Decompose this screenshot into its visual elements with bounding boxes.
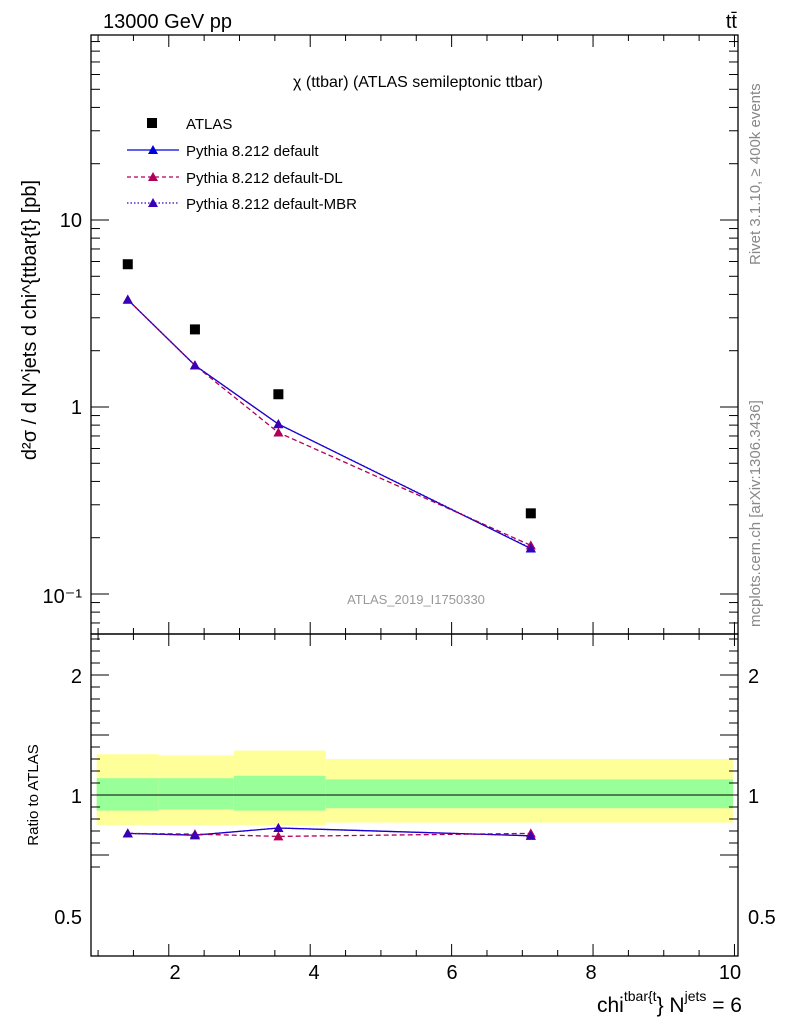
- legend-label-atlas: ATLAS: [186, 116, 232, 133]
- ratio-ytick-1-right: 1: [748, 786, 759, 808]
- xtick-label-6: 6: [446, 962, 457, 984]
- ratio-uncertainty-bands: [91, 750, 738, 825]
- mc-point-3: [273, 419, 284, 429]
- ratio-point-2: [189, 830, 200, 840]
- xtick-label-2: 2: [169, 962, 180, 984]
- atlas-data-point: [122, 259, 133, 270]
- legend-label-dl: Pythia 8.212 default-DL: [186, 170, 343, 187]
- ratio-point-2: [273, 823, 284, 832]
- atlas-data-point: [189, 324, 200, 335]
- ratio-band-green-1: [158, 778, 234, 810]
- ratio-ytick-2-left: 2: [71, 666, 82, 688]
- ytick-label-01: 10⁻¹: [43, 586, 83, 608]
- mc-point-3: [189, 360, 200, 370]
- xtick-label-4: 4: [308, 962, 319, 984]
- xtick-label-10: 10: [719, 962, 741, 984]
- ratio-ytick-1-left: 1: [71, 786, 82, 808]
- mc-line-3: [127, 299, 532, 549]
- x-axis-title: chitbar{t} Njets = 6: [597, 988, 742, 1017]
- mc-line-1: [127, 299, 532, 550]
- ratio-y-axis-title: Ratio to ATLAS: [25, 744, 42, 845]
- mc-line-2: [127, 299, 532, 546]
- chart-title: χ (ttbar) (ATLAS semileptonic ttbar): [293, 74, 543, 91]
- xtick-label-8: 8: [585, 962, 596, 984]
- ratio-point-1: [273, 831, 284, 841]
- legend-marker-mbr: [148, 198, 158, 207]
- ytick-label-1: 1: [71, 397, 82, 419]
- ytick-label-10: 10: [60, 210, 82, 232]
- y-axis-title: d²σ / d N^jets d chi^{ttbar{t} [pb]: [19, 180, 41, 460]
- atlas-data-point: [525, 508, 536, 519]
- ratio-point-2: [122, 828, 133, 838]
- legend-marker-atlas: [147, 118, 157, 128]
- ratio-line-2: [127, 827, 531, 837]
- ratio-band-green-3: [325, 779, 734, 809]
- ratio-point-2: [525, 830, 536, 840]
- ratio-ytick-05-left: 0.5: [54, 907, 82, 929]
- axis-ticks: [91, 35, 738, 956]
- legend-marker-dl: [148, 172, 158, 181]
- mc-point-2: [273, 427, 284, 437]
- mcplots-label: mcplots.cern.ch [arXiv:1306.3436]: [747, 400, 764, 627]
- atlas-data-point: [273, 389, 284, 400]
- energy-label: 13000 GeV pp: [103, 11, 232, 33]
- mc-point-3: [525, 543, 536, 553]
- ratio-band-green-2: [233, 775, 326, 811]
- legend-marker-default: [148, 145, 158, 154]
- mc-point-3: [122, 294, 133, 304]
- ratio-band-green-0: [96, 778, 159, 811]
- ratio-ytick-2-right: 2: [748, 666, 759, 688]
- legend: ATLAS Pythia 8.212 default Pythia 8.212 …: [127, 116, 357, 213]
- legend-label-mbr: Pythia 8.212 default-MBR: [186, 196, 357, 213]
- ratio-ytick-05-right: 0.5: [748, 907, 776, 929]
- ratio-series: [122, 823, 536, 841]
- rivet-label: Rivet 3.1.10, ≥ 400k events: [747, 83, 764, 265]
- ratio-line-1: [127, 832, 531, 838]
- main-series: [122, 259, 536, 553]
- process-label: tt̄: [726, 11, 738, 33]
- legend-label-default: Pythia 8.212 default: [186, 143, 319, 160]
- analysis-watermark: ATLAS_2019_I1750330: [347, 592, 485, 607]
